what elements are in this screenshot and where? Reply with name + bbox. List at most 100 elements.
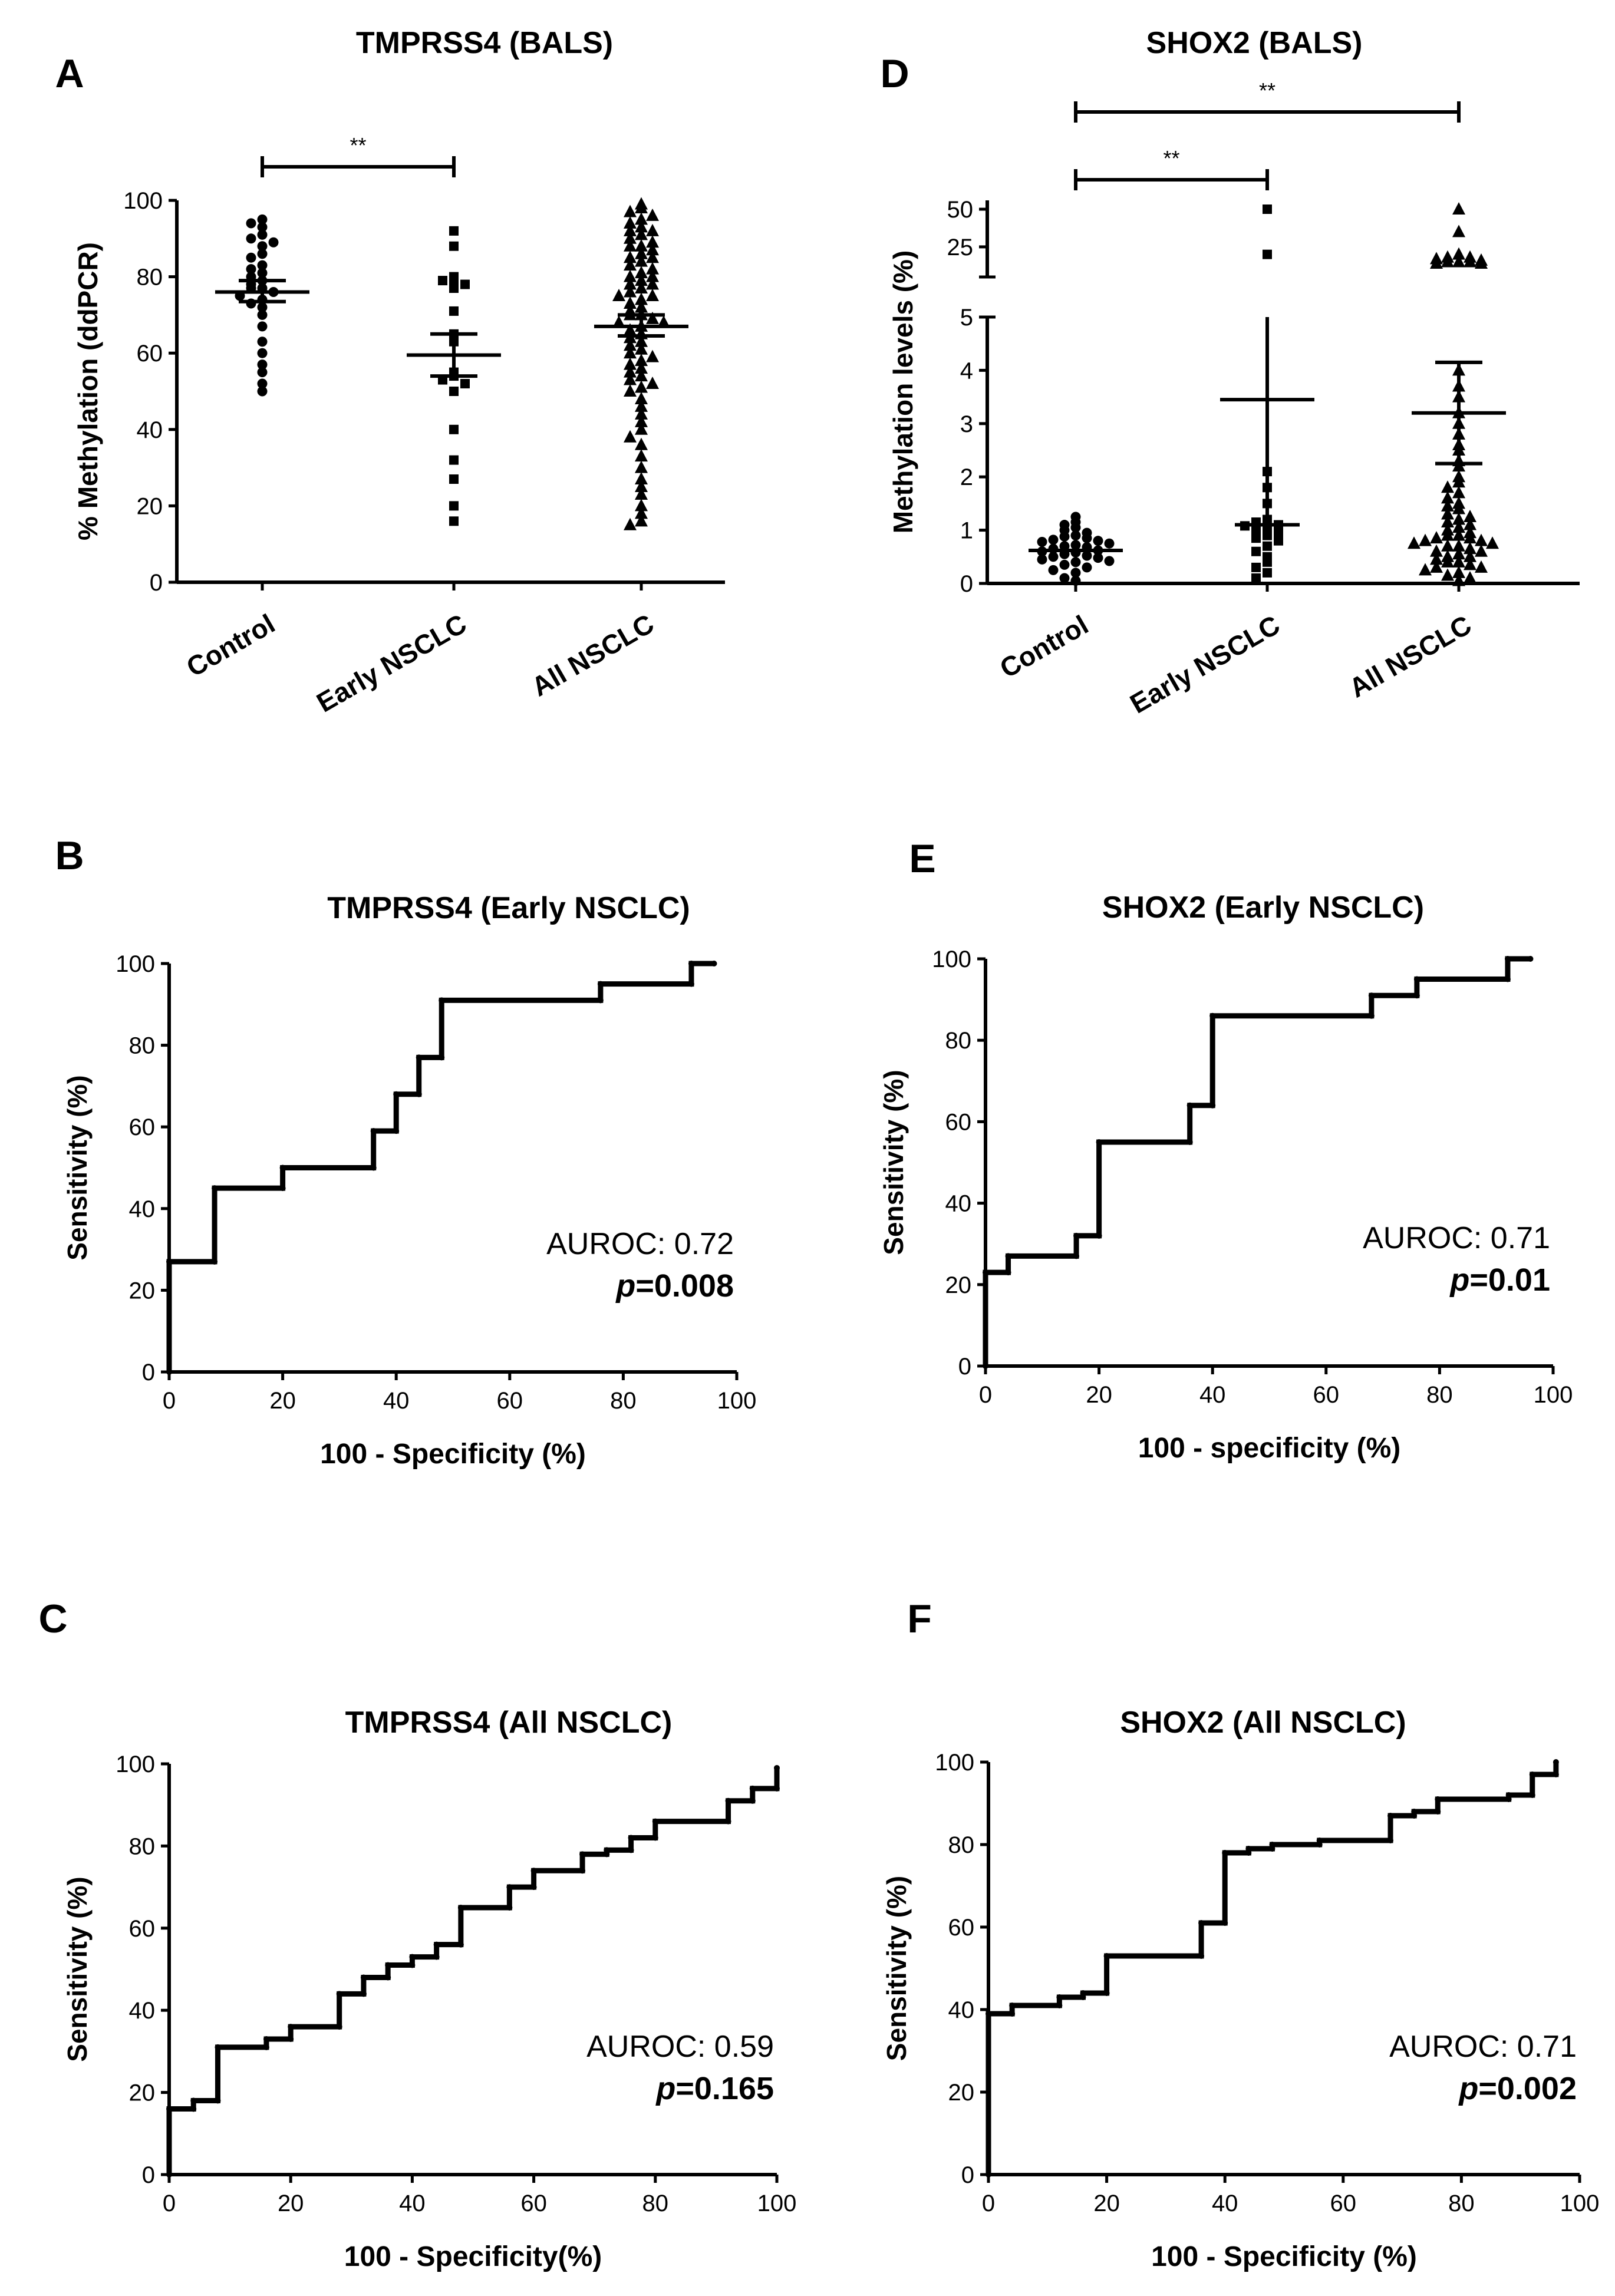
roc-point [166, 2172, 172, 2178]
roc-point [1527, 956, 1534, 962]
roc-point [506, 1904, 513, 1911]
roc-curve [166, 1767, 780, 2175]
roc-point [416, 1091, 422, 1097]
roc-point [1009, 2003, 1016, 2008]
data-point [624, 357, 637, 370]
data-point [1082, 562, 1092, 573]
y-tick-label: 20 [945, 1272, 972, 1298]
roc-point [628, 1847, 634, 1853]
y-tick-label: 2 [960, 464, 973, 490]
data-point [1441, 491, 1454, 504]
data-point [1251, 525, 1261, 535]
x-tick-label: 20 [269, 1388, 296, 1414]
y-axis-title: Sensitivity (%) [881, 1876, 912, 2061]
x-tick-label: 100 [1560, 2191, 1600, 2216]
roc-point [1009, 2011, 1016, 2017]
data-point [1441, 480, 1454, 493]
roc-point [1269, 1842, 1275, 1848]
roc-point [1245, 1846, 1252, 1852]
data-point [624, 384, 637, 397]
data-point [624, 346, 637, 359]
roc-point [530, 1884, 537, 1891]
data-point [624, 269, 637, 282]
y-tick-label: 40 [948, 1997, 975, 2023]
roc-point [1553, 1759, 1559, 1765]
y-axis-title: Sensitivity (%) [62, 1075, 93, 1260]
roc-point [983, 1269, 988, 1276]
significance-label: ** [350, 133, 366, 157]
data-point [635, 480, 648, 492]
roc-point [983, 1363, 988, 1369]
data-point [635, 514, 648, 527]
x-tick-label: 100 [1534, 1382, 1573, 1408]
data-point [1082, 533, 1092, 543]
y-tick-label: 25 [947, 235, 974, 260]
panel-E: E SHOX2 (Early NSCLC) 0 20 40 60 80 100 0 20 40 60 8… [878, 836, 1573, 1464]
roc-point [439, 997, 445, 1004]
data-point [460, 379, 470, 389]
data-point [257, 337, 268, 347]
x-tick-label: 60 [497, 1388, 523, 1414]
y-tick-label: 80 [129, 1833, 156, 1859]
x-tick-label: 0 [979, 1382, 992, 1408]
roc-point [579, 1868, 586, 1874]
data-point [646, 311, 659, 324]
data-point [1408, 536, 1420, 549]
y-tick-label: 60 [137, 341, 163, 367]
data-point [257, 260, 268, 270]
data-point [460, 279, 470, 289]
y-tick-label: 80 [137, 265, 163, 291]
x-tick-label: 40 [383, 1388, 410, 1414]
roc-point [288, 2024, 294, 2030]
data-point [1452, 520, 1465, 533]
roc-point [416, 1054, 422, 1061]
roc-point [688, 981, 694, 987]
x-axis-title: 100 - Specificity(%) [344, 2241, 602, 2272]
y-tick-label: 5 [960, 305, 973, 331]
data-point [1070, 568, 1081, 578]
roc-point [1504, 976, 1511, 982]
data-point [1475, 533, 1488, 546]
y-tick-label: 80 [129, 1033, 156, 1059]
x-tick-label: 80 [610, 1388, 637, 1414]
roc-point [1005, 1253, 1011, 1259]
data-point [635, 399, 648, 412]
x-tick-label: 60 [1330, 2191, 1357, 2216]
data-point [1475, 560, 1488, 573]
data-point [1037, 536, 1047, 547]
y-tick-label: 40 [129, 1998, 156, 2024]
roc-point [1103, 1990, 1110, 1996]
data-point [438, 276, 447, 286]
roc-point [409, 1954, 416, 1960]
data-point [1419, 533, 1432, 546]
data-point [624, 372, 637, 385]
category-label: Early NSCLC [1125, 609, 1285, 720]
data-point [635, 292, 648, 305]
x-tick-label: 0 [982, 2191, 995, 2216]
panel-title: TMPRSS4 (Early NSCLC) [327, 891, 690, 925]
data-point [1441, 507, 1454, 520]
data-point [1104, 538, 1115, 549]
y-tick-label: 0 [960, 571, 973, 597]
category-label: Early NSCLC [311, 608, 472, 718]
data-point [635, 460, 648, 473]
p-symbol: p [655, 2071, 675, 2106]
data-point [1430, 552, 1443, 565]
data-point [1263, 568, 1272, 578]
category-label: All NSCLC [526, 608, 659, 702]
y-tick-label: 60 [948, 1915, 975, 1941]
roc-point [360, 1974, 367, 1981]
roc-point [336, 2024, 342, 2030]
data-point [1430, 531, 1443, 544]
significance-label: ** [1163, 146, 1179, 170]
roc-point [711, 961, 717, 966]
data-point [1070, 540, 1081, 550]
roc-point [433, 1954, 440, 1960]
data-point [257, 268, 268, 278]
roc-point [1209, 1012, 1216, 1019]
data-point [1464, 255, 1476, 268]
data-point [1452, 475, 1465, 488]
roc-point [1186, 1139, 1193, 1145]
data-point [1263, 249, 1272, 259]
data-point [257, 249, 268, 259]
